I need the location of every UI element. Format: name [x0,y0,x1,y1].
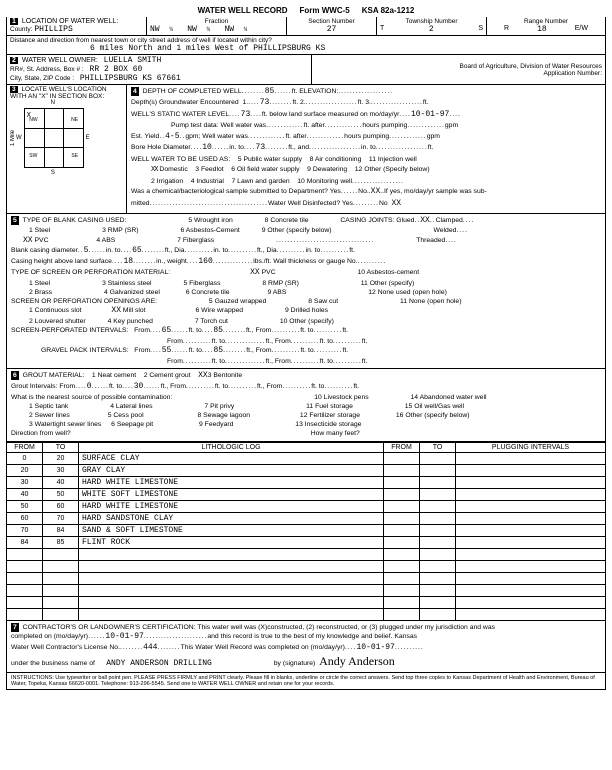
table-row [7,596,606,608]
form-no: Form WWC-5 [300,6,350,15]
table-row: 8485FLINT ROCK [7,536,606,548]
ksa: KSA 82a-1212 [362,6,415,15]
section-num: 27 [290,25,373,34]
footer-instructions: INSTRUCTIONS: Use typewriter or ball poi… [6,673,606,690]
sec6-num: 6 [11,371,19,380]
sec7-num: 7 [11,623,19,632]
lithologic-log-table: FROM TO LITHOLOGIC LOG FROM TO PLUGGING … [6,442,606,621]
appno: Application Number: [543,70,602,77]
log-header-row: FROM TO LITHOLOGIC LOG FROM TO PLUGGING … [7,442,606,452]
county-label: County: [10,26,32,33]
table-row: 7084SAND & SOFT LIMESTONE [7,524,606,536]
sec4-num: 4 [131,87,139,96]
addr: RR 2 BOX 60 [90,65,143,74]
table-row [7,548,606,560]
township: 2 [429,25,434,34]
location-grid: NW NE SW SE X [24,108,84,168]
city: PHILLIPSBURG KS 67661 [80,74,181,83]
sec2-label: WATER WELL OWNER: [22,57,98,64]
table-row: 4050WHITE SOFT LIMESTONE [7,488,606,500]
addr-label: RR#, St. Address, Box # : [10,66,84,73]
city-label: City, State, ZIP Code : [10,75,74,82]
sec5-num: 5 [11,216,19,225]
section-3-4: 3 LOCATE WELL'S LOCATION WITH AN "X" IN … [6,85,606,214]
sec3-num: 3 [10,86,18,93]
table-row [7,608,606,620]
sec2-num: 2 [10,57,18,64]
section-label: Section Number [290,18,373,25]
dist-label: Distance and direction from nearest town… [10,37,272,44]
signature: Andy Anderson [319,654,395,668]
sec1-num: 1 [10,18,18,25]
sec3-label: LOCATE WELL'S LOCATION WITH AN "X" IN SE… [10,86,107,100]
table-row [7,572,606,584]
table-row: 5060HARD WHITE LIMESTONE [7,500,606,512]
board: Board of Agriculture, Division of Water … [460,63,602,70]
section-2: 2 WATER WELL OWNER: LUELLA SMITH RR#, St… [6,55,606,85]
table-row: 3040HARD WHITE LIMESTONE [7,476,606,488]
distance: 6 miles North and 1 miles West of PHILLI… [90,44,325,53]
section-7: 7 CONTRACTOR'S OR LANDOWNER'S CERTIFICAT… [6,621,606,674]
distance-row: Distance and direction from nearest town… [6,36,606,55]
section-1: 1 LOCATION OF WATER WELL: County: PHILLI… [6,17,606,36]
township-label: Township Number [380,18,483,25]
range-label: Range Number [490,18,602,25]
title: WATER WELL RECORD [198,6,288,15]
form-title: WATER WELL RECORD Form WWC-5 KSA 82a-121… [6,6,606,15]
owner: LUELLA SMITH [104,56,162,65]
table-row: 020SURFACE CLAY [7,452,606,464]
section-6: 6 GROUT MATERIAL: 1 Neat cement 2 Cement… [6,369,606,441]
x-mark: X [27,111,31,119]
table-row: 6070HARD SANDSTONE CLAY [7,512,606,524]
fraction-label: Fraction [150,18,283,25]
table-row: 2030GRAY CLAY [7,464,606,476]
fractions: NW ¼ NW ¼ NW ¼ [150,25,283,34]
county: PHILLIPS [34,25,72,34]
table-row [7,584,606,596]
sec1-label: LOCATION OF WATER WELL: [22,18,118,25]
table-row [7,560,606,572]
section-5: 5 TYPE OF BLANK CASING USED: 5 Wrought i… [6,214,606,370]
section-4: 4 DEPTH OF COMPLETED WELL........85.....… [127,85,605,213]
range: 18 [537,25,547,34]
